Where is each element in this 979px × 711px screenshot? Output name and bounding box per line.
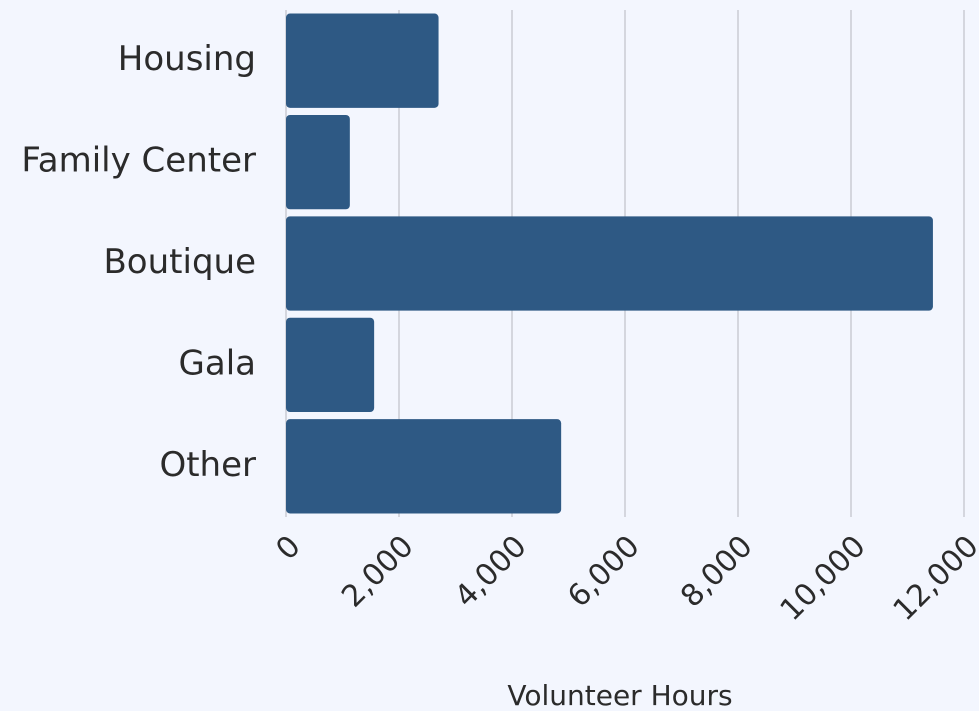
x-axis-label: Volunteer Hours	[507, 679, 732, 711]
x-tick-label: 2,000	[335, 529, 420, 614]
x-tick-label: 8,000	[674, 529, 759, 614]
x-tick-label: 0	[269, 529, 307, 567]
bar	[286, 13, 439, 108]
x-tick-label: 4,000	[448, 529, 533, 614]
bar	[286, 114, 350, 210]
y-tick-label: Gala	[179, 343, 256, 383]
bar	[286, 317, 375, 413]
y-tick-label: Boutique	[103, 242, 256, 282]
y-tick-label: Other	[159, 445, 256, 485]
y-tick-label: Housing	[118, 39, 256, 79]
x-tick-label: 12,000	[887, 529, 979, 628]
y-tick-label: Family Center	[21, 141, 256, 181]
bar	[286, 419, 562, 514]
bar	[286, 216, 933, 311]
x-tick-label: 6,000	[561, 529, 646, 614]
x-tick-label: 10,000	[774, 529, 873, 628]
